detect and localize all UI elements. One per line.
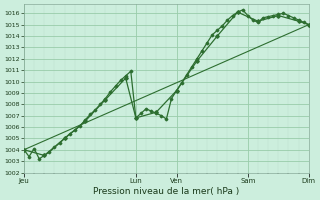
X-axis label: Pression niveau de la mer( hPa ): Pression niveau de la mer( hPa ): [93, 187, 240, 196]
